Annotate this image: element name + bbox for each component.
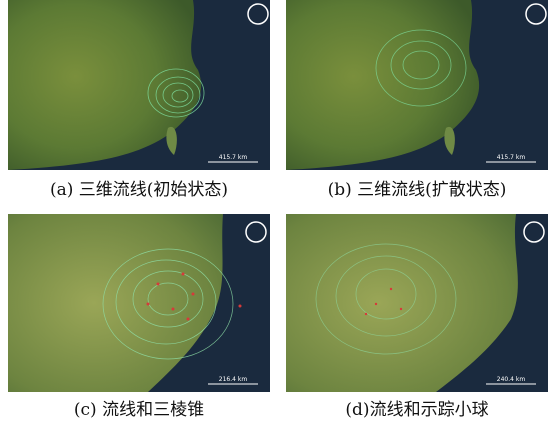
panel-a: 415.7 km [8,0,270,170]
scale-label: 415.7 km [219,154,248,161]
scale-label: 240.4 km [497,376,526,383]
scale-label: 415.7 km [497,154,526,161]
caption: (c) 流线和三棱锥 [74,400,204,420]
panel-b: 415.7 km [286,0,548,170]
caption: (a) 三维流线(初始状态) [50,180,228,200]
panel-d: 240.4 km [286,214,548,392]
panel-c: 216.4 km [8,214,270,392]
scale-label: 216.4 km [219,376,248,383]
caption: (d)流线和示踪小球 [345,400,488,420]
caption: (b) 三维流线(扩散状态) [328,180,507,200]
figure: 415.7 km 415.7 km 216.4 km [0,0,557,429]
